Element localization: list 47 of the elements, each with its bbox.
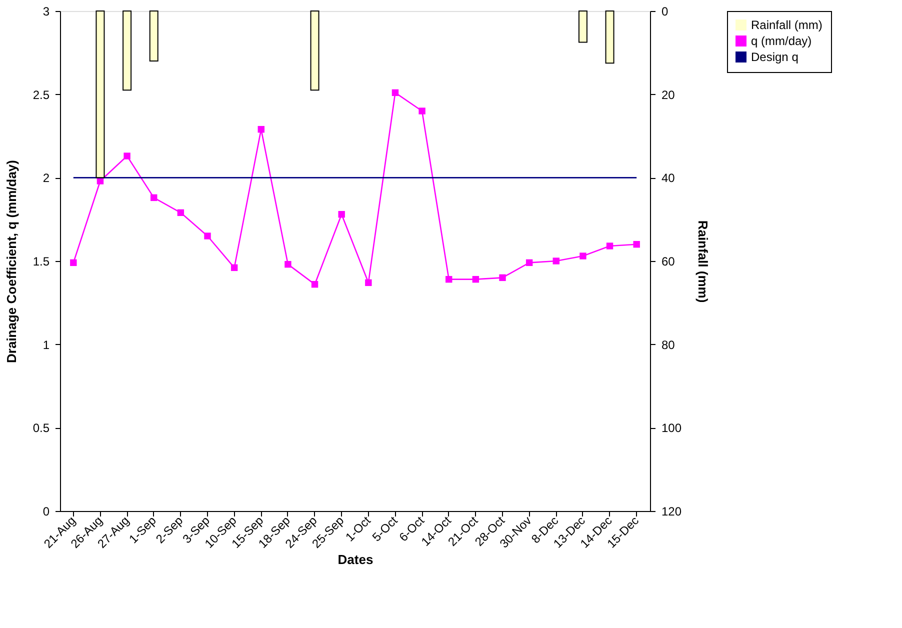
- y-tick-label: 2: [42, 171, 50, 186]
- point: [552, 258, 560, 264]
- y2-tick-label: 120: [662, 504, 682, 518]
- bar: [310, 10, 320, 91]
- y2-tick-label: 40: [662, 171, 676, 186]
- point: [526, 259, 533, 266]
- point: [311, 280, 318, 288]
- point: [258, 126, 264, 133]
- point: [392, 89, 399, 96]
- y2-axis-title: Rainfall (mm): [696, 220, 711, 303]
- bar: [605, 10, 614, 64]
- point: [204, 232, 211, 240]
- point: [499, 274, 506, 282]
- y-tick-label: 2.5: [32, 88, 50, 102]
- point: [606, 242, 614, 250]
- y-axis-title: Drainage Coefficient, q (mm/day): [4, 160, 19, 363]
- point: [446, 276, 452, 283]
- point: [580, 252, 586, 260]
- y-tick-label: 1: [42, 338, 50, 352]
- x-axis-title: Dates: [338, 552, 374, 568]
- point: [365, 279, 372, 286]
- point: [418, 108, 426, 114]
- y-tick-label: 0.5: [32, 421, 50, 436]
- point: [177, 209, 184, 216]
- bar: [149, 10, 158, 62]
- point: [338, 210, 345, 218]
- y2-tick-label: 20: [662, 88, 676, 102]
- point: [633, 240, 640, 248]
- point: [124, 152, 130, 160]
- y2-tick-label: 0: [662, 4, 668, 18]
- point: [472, 276, 480, 283]
- legend-label: Rainfall (mm): [751, 18, 822, 32]
- point: [230, 264, 238, 272]
- y-tick-label: 0: [42, 504, 50, 518]
- legend-label: q (mm/day): [751, 34, 812, 48]
- point: [70, 259, 77, 266]
- bar: [96, 10, 105, 178]
- y2-tick-label: 100: [662, 421, 682, 436]
- point: [150, 194, 158, 202]
- bar: [578, 10, 588, 43]
- point: [284, 260, 292, 268]
- bar: [122, 10, 132, 91]
- y2-tick-label: 60: [662, 254, 676, 268]
- y-tick-label: 3: [42, 4, 50, 18]
- y-tick-label: 1.5: [32, 254, 50, 268]
- y2-tick-label: 80: [662, 338, 676, 352]
- legend-label: Design q: [751, 50, 798, 64]
